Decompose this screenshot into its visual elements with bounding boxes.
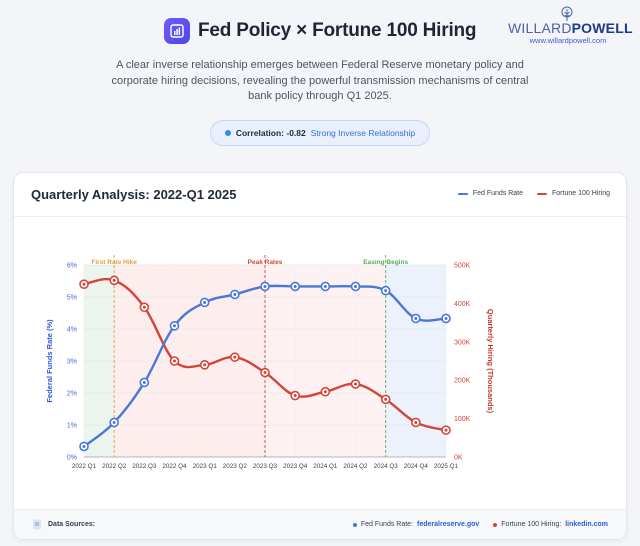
chart-legend: Fed Funds Rate Fortune 100 Hiring (457, 190, 610, 197)
annotation-label: Easing Begins (363, 259, 408, 266)
legend-item-fed[interactable]: Fed Funds Rate (457, 190, 524, 197)
source-fed-label: Fed Funds Rate: (360, 521, 414, 528)
y-right-tick-label: 0K (454, 455, 463, 462)
chart-plot: 0% 1% 2% 3% 4% 5% 6% 0K 100K 200K 300K 400K 500K 2022… (45, 255, 495, 470)
x-tick-label: 2025 Q1 (434, 463, 459, 470)
sources-label: Data Sources: (48, 521, 96, 528)
source-hiring: Fortune 100 Hiring: linkedin.com (493, 521, 608, 528)
document-icon (33, 519, 41, 530)
data-point-fed-center (203, 300, 207, 304)
card-header: Quarterly Analysis: 2022-Q1 2025 Fed Fun… (14, 173, 626, 217)
data-point-hiring-center (323, 390, 327, 394)
data-point-hiring-center (293, 394, 297, 398)
legend-item-hiring[interactable]: Fortune 100 Hiring (537, 190, 610, 197)
data-sources-footer: Data Sources: Fed Funds Rate: federalres… (14, 509, 626, 539)
sources-list: Fed Funds Rate: federalreserve.gov Fortu… (352, 521, 608, 528)
brand-logo: WILLARDPOWELL www.willardpowell.com (508, 6, 633, 50)
x-tick-label: 2024 Q1 (313, 463, 338, 470)
x-tick-label: 2023 Q2 (223, 463, 248, 470)
y-right-tick-label: 500K (454, 263, 471, 270)
data-point-hiring-center (82, 282, 86, 286)
source-hiring-link[interactable]: linkedin.com (565, 521, 608, 528)
y-left-tick-label: 0% (67, 455, 77, 462)
data-point-fed-center (173, 324, 176, 328)
x-tick-label: 2024 Q3 (374, 463, 399, 470)
y-right-tick-label: 200K (454, 378, 471, 385)
data-point-fed-center (354, 284, 357, 288)
page-subtitle: A clear inverse relationship emerges bet… (111, 59, 529, 102)
data-point-hiring-center (233, 355, 237, 359)
legend-line-hiring-icon (537, 192, 548, 195)
data-point-fed-center (233, 292, 237, 296)
sources-heading: Data Sources: (32, 519, 95, 530)
correlation-value: Correlation: -0.82 (235, 128, 306, 138)
annotation-label: Peak Rates (248, 259, 283, 266)
x-tick-label: 2022 Q1 (72, 463, 97, 470)
source-hiring-label: Fortune 100 Hiring: (501, 521, 562, 528)
data-point-hiring-center (444, 428, 448, 432)
data-point-fed-center (384, 289, 388, 293)
y-right-axis-title: Quarterly Hiring (Thousands) (486, 309, 495, 414)
legend-label-fed: Fed Funds Rate (472, 190, 524, 197)
title-row: Fed Policy × Fortune 100 Hiring (164, 14, 477, 48)
annotation-label: First Rate Hike (91, 259, 137, 266)
y-left-axis-title: Federal Funds Rate (%) (45, 319, 54, 403)
source-fed-link[interactable]: federalreserve.gov (417, 521, 480, 528)
y-right-tick-label: 300K (454, 339, 471, 346)
page-title: Fed Policy × Fortune 100 Hiring (198, 20, 477, 41)
data-point-hiring-center (384, 397, 388, 401)
y-left-tick-label: 2% (67, 391, 77, 398)
data-point-fed-center (323, 284, 327, 288)
correlation-dot-icon (224, 130, 231, 136)
data-point-fed-center (293, 284, 297, 288)
data-point-hiring-center (112, 278, 116, 282)
chart-card: Quarterly Analysis: 2022-Q1 2025 Fed Fun… (13, 172, 627, 540)
legend-line-fed-icon (457, 192, 468, 195)
tree-logo-icon (561, 6, 573, 21)
page-header: Fed Policy × Fortune 100 Hiring WILLARDP… (0, 0, 640, 170)
data-point-fed-center (414, 316, 418, 320)
data-point-fed-center (112, 420, 116, 424)
y-left-tick-label: 4% (67, 327, 77, 334)
brand-url: www.willardpowell.com (529, 36, 607, 45)
data-point-fed-center (82, 444, 86, 448)
data-point-hiring-center (173, 359, 176, 363)
x-tick-label: 2023 Q4 (283, 463, 308, 470)
card-title: Quarterly Analysis: 2022-Q1 2025 (31, 187, 237, 202)
chart-icon (164, 18, 190, 44)
data-point-fed-center (142, 380, 146, 384)
y-left-tick-label: 6% (67, 263, 77, 270)
y-left-tick-label: 5% (67, 295, 77, 302)
data-point-fed-center (444, 316, 448, 320)
source-fed-dot-icon (352, 522, 357, 527)
correlation-description: Strong Inverse Relationship (310, 128, 416, 138)
y-left-tick-label: 3% (67, 359, 77, 366)
y-right-tick-label: 400K (454, 301, 471, 308)
source-fed: Fed Funds Rate: federalreserve.gov (352, 521, 480, 528)
x-tick-label: 2023 Q1 (193, 463, 218, 470)
source-hiring-dot-icon (493, 522, 498, 527)
correlation-badge: Correlation: -0.82 Strong Inverse Relati… (210, 120, 430, 146)
data-point-hiring-center (354, 382, 357, 386)
x-tick-label: 2024 Q4 (404, 463, 429, 470)
x-tick-label: 2022 Q2 (102, 463, 127, 470)
x-tick-label: 2022 Q3 (132, 463, 157, 470)
x-tick-label: 2022 Q4 (162, 463, 187, 470)
legend-label-hiring: Fortune 100 Hiring (552, 190, 610, 197)
data-point-hiring-center (414, 420, 418, 424)
data-point-hiring-center (263, 371, 267, 375)
y-right-tick-label: 100K (454, 416, 471, 423)
data-point-hiring-center (142, 305, 146, 309)
data-point-hiring-center (203, 363, 207, 367)
x-tick-label: 2024 Q2 (343, 463, 368, 470)
y-left-tick-label: 1% (67, 423, 77, 430)
brand-name: WILLARDPOWELL (508, 20, 633, 36)
x-tick-label: 2023 Q3 (253, 463, 278, 470)
data-point-fed-center (263, 284, 267, 288)
